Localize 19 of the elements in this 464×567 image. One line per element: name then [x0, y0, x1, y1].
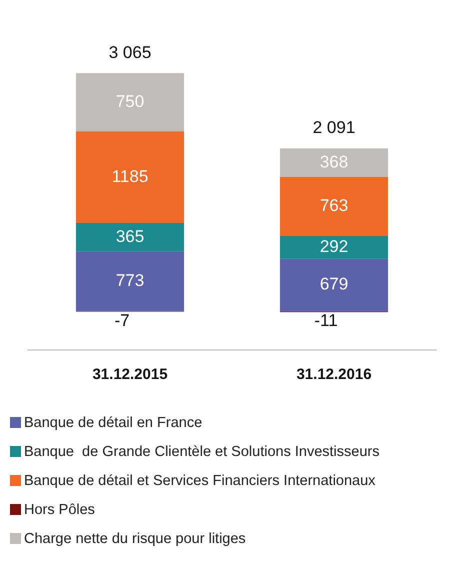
data-label: 365 [116, 226, 144, 246]
legend-label: Banque de Grande Clientèle et Solutions Investisseurs [24, 444, 380, 460]
data-label: 750 [116, 92, 144, 111]
data-label: 368 [320, 152, 348, 172]
data-label: -7 [114, 310, 130, 330]
total-label: 3 065 [108, 42, 152, 62]
data-label: -11 [314, 310, 338, 330]
data-label: 1185 [112, 166, 148, 186]
data-label: 679 [320, 274, 348, 294]
total-label: 2 091 [312, 118, 356, 138]
data-label: 763 [320, 196, 348, 216]
legend-label: Banque de détail en France [24, 414, 202, 430]
data-label: 292 [320, 237, 348, 256]
legend-label: Hors Pôles [24, 502, 95, 518]
data-label: 773 [116, 270, 144, 290]
x-tick-label: 31.12.2016 [296, 366, 372, 384]
legend-label: Banque de détail et Services Financiers Internationaux [24, 472, 376, 488]
legend-label: Charge nette du risque pour litiges [24, 530, 246, 546]
x-tick-label: 31.12.2015 [92, 366, 168, 384]
